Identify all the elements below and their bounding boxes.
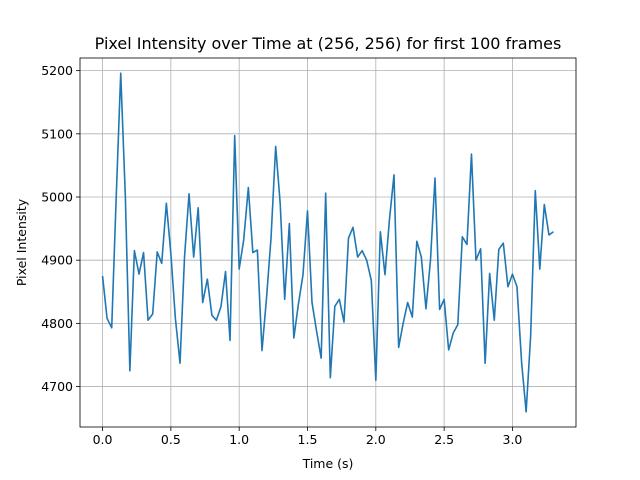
plot-area-frame	[79, 57, 577, 428]
y-tick-label: 5100	[41, 126, 73, 141]
x-tick-label: 3.0	[503, 432, 523, 447]
chart-title: Pixel Intensity over Time at (256, 256) …	[95, 34, 562, 53]
x-axis-ticks: 0.0 0.5 1.0 1.5 2.0 2.5 3.0	[93, 427, 523, 447]
y-tick-label: 5000	[41, 190, 73, 205]
grid-lines	[80, 58, 576, 427]
x-tick-label: 1.5	[298, 432, 318, 447]
x-tick-label: 2.0	[366, 432, 386, 447]
x-tick-label: 2.5	[434, 432, 454, 447]
y-tick-label: 5200	[41, 63, 73, 78]
y-tick-label: 4700	[41, 379, 73, 394]
x-tick-label: 0.5	[161, 432, 181, 447]
y-tick-label: 4800	[41, 316, 73, 331]
series-layer	[101, 72, 554, 413]
pixel-intensity-line	[101, 72, 554, 413]
y-axis-ticks: 4700 4800 4900 5000 5100 5200	[41, 63, 80, 394]
y-axis-label: Pixel Intensity	[14, 198, 29, 286]
x-tick-label: 1.0	[229, 432, 249, 447]
x-tick-label: 0.0	[93, 432, 113, 447]
y-tick-label: 4900	[41, 253, 73, 268]
x-axis-label: Time (s)	[302, 456, 354, 471]
